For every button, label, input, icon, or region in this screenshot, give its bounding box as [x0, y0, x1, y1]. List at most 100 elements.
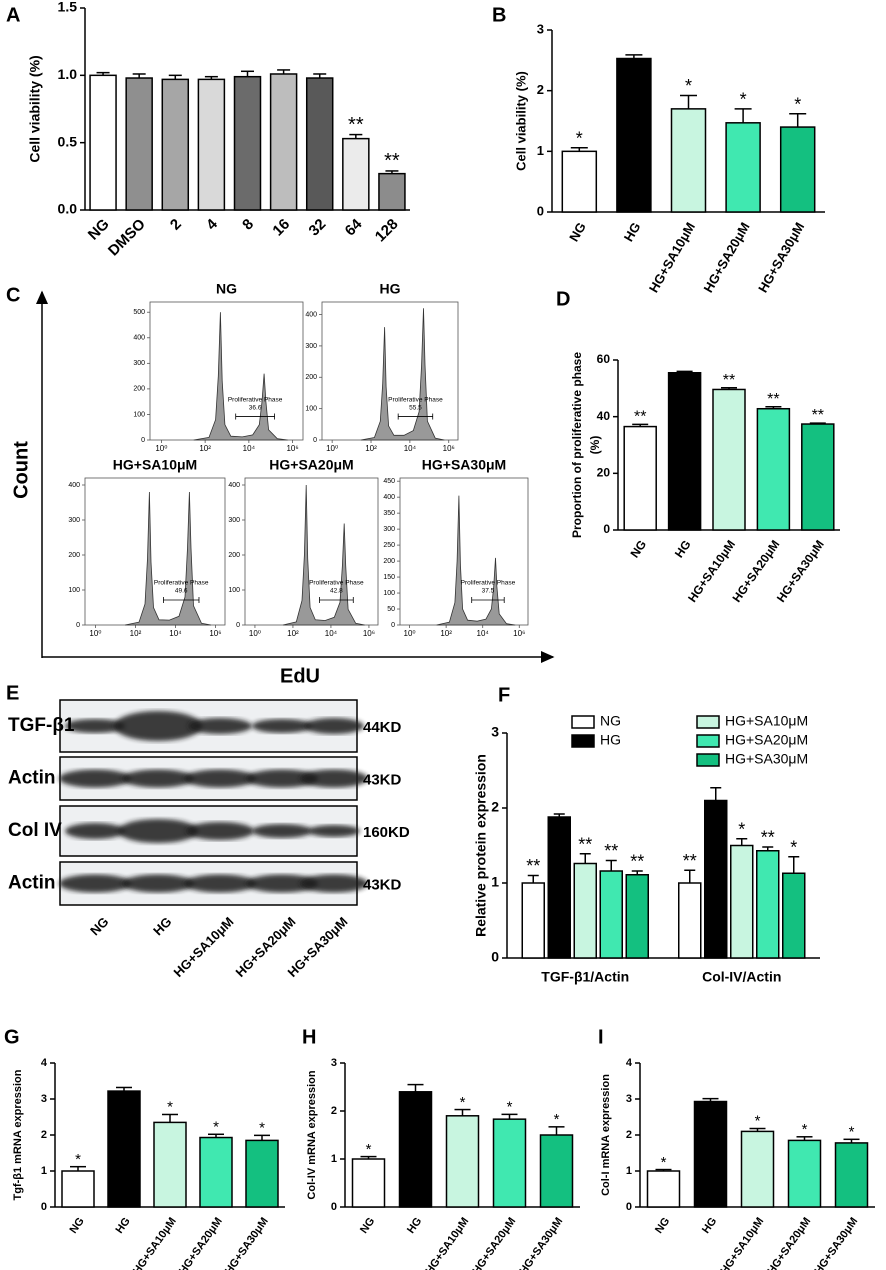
bar — [245, 1139, 279, 1208]
x-tick-label: NG — [68, 1216, 87, 1236]
y-tick-label: 150 — [383, 574, 395, 581]
blot-band — [246, 769, 318, 788]
histogram-area — [360, 308, 445, 441]
gate-label: Proliferative Phase — [461, 580, 516, 587]
bar — [342, 137, 370, 211]
bar — [625, 874, 649, 959]
bar — [646, 1170, 681, 1208]
y-tick-label: 4 — [626, 1057, 633, 1069]
significance-label: ** — [384, 150, 400, 172]
y-tick-label: 1 — [537, 143, 544, 158]
x-tick-label: 10⁴ — [325, 629, 338, 638]
x-tick-label: NG — [85, 216, 113, 244]
significance-label: * — [259, 1120, 265, 1137]
blot-band — [246, 874, 318, 893]
legend-swatch — [696, 734, 720, 748]
bar — [599, 870, 623, 959]
plot-frame — [399, 477, 529, 626]
x-tick-label: HG+SA30μM — [774, 538, 827, 605]
bar — [616, 57, 652, 213]
x-tick-label: 10⁰ — [155, 444, 167, 453]
blot-size-label: 43KD — [363, 876, 402, 893]
blot-row-label: Col IV — [8, 820, 62, 841]
y-tick-label: 0.5 — [58, 133, 78, 149]
plot-title: HG+SA10μM — [113, 457, 197, 473]
bar — [521, 882, 545, 959]
y-tick-label: 400 — [228, 482, 240, 489]
y-axis-label: Relative protein expression — [473, 754, 489, 937]
bar — [378, 172, 406, 211]
x-tick-label: 4 — [203, 215, 221, 233]
legend-swatch — [696, 715, 720, 729]
y-tick-label: 400 — [383, 494, 395, 501]
significance-label: * — [802, 1121, 808, 1138]
x-tick-label: 128 — [372, 216, 402, 246]
significance-label: * — [366, 1141, 372, 1158]
y-tick-label: 200 — [305, 374, 317, 381]
y-tick-label: 1.0 — [58, 66, 78, 82]
bar — [61, 1170, 95, 1208]
bar — [730, 844, 754, 959]
bar — [539, 1134, 574, 1208]
plot-frame — [84, 477, 226, 626]
significance-label: * — [755, 1113, 761, 1130]
x-tick-label: DMSO — [105, 215, 149, 259]
legend-swatch — [571, 734, 595, 748]
gate-value: 49.6 — [175, 588, 188, 595]
x-tick-label: NG — [627, 538, 649, 561]
panel-letter: E — [6, 682, 19, 704]
y-tick-label: 400 — [68, 482, 80, 489]
blot-band — [252, 719, 312, 733]
x-tick-label: Col-IV/Actin — [702, 969, 781, 985]
y-tick-label: 1 — [491, 874, 499, 890]
significance-label: ** — [812, 407, 824, 424]
y-tick-label: 500 — [133, 309, 145, 316]
bar — [125, 77, 153, 211]
y-tick-label: 0 — [76, 622, 80, 629]
y-tick-label: 0 — [391, 622, 395, 629]
bar — [573, 862, 597, 959]
bar — [801, 423, 835, 531]
y-tick-label: 1 — [626, 1165, 632, 1177]
y-tick-label: 0 — [603, 522, 610, 536]
gate-label: Proliferative Phase — [228, 396, 283, 403]
y-tick-label: 3 — [537, 21, 544, 36]
x-tick-label: 10² — [287, 629, 299, 638]
x-tick-label: 10² — [199, 444, 211, 453]
panel-letter: I — [598, 1026, 604, 1048]
legend-label: HG — [600, 732, 621, 748]
legend-label: HG+SA30μM — [725, 751, 808, 767]
y-tick-label: 0 — [626, 1201, 632, 1213]
x-tick-label: 32 — [306, 216, 330, 240]
plot-title: HG+SA20μM — [269, 457, 353, 473]
significance-label: * — [213, 1118, 219, 1135]
blot-lane-label: HG — [150, 914, 174, 938]
blot-row-label: TGF-β1 — [8, 715, 75, 736]
y-tick-label: 2 — [626, 1129, 632, 1141]
bar — [547, 816, 571, 959]
significance-label: * — [849, 1124, 855, 1141]
y-tick-label: 4 — [41, 1057, 48, 1069]
significance-label: ** — [526, 856, 540, 876]
x-tick-label: 10⁴ — [243, 444, 256, 453]
y-tick-label: 100 — [133, 411, 145, 418]
x-axis-label: EdU — [280, 665, 320, 687]
bar — [834, 1142, 869, 1208]
x-tick-label: HG+SA30μM — [517, 1216, 565, 1270]
y-tick-label: 350 — [383, 510, 395, 517]
x-tick-label: 10⁶ — [286, 444, 298, 453]
x-tick-label: HG — [621, 220, 644, 244]
histogram-area — [282, 484, 365, 626]
plot-frame — [149, 301, 304, 441]
y-tick-label: 2 — [537, 82, 544, 97]
significance-label: * — [554, 1111, 560, 1128]
y-tick-label: 400 — [133, 335, 145, 342]
x-tick-label: HG — [114, 1216, 133, 1236]
y-tick-label: 0 — [41, 1201, 47, 1213]
bar — [678, 882, 702, 959]
histogram-area — [193, 312, 288, 441]
y-tick-label: 200 — [68, 552, 80, 559]
plot-title: HG+SA30μM — [422, 457, 506, 473]
bar — [161, 78, 190, 211]
y-tick-label: 300 — [228, 517, 240, 524]
